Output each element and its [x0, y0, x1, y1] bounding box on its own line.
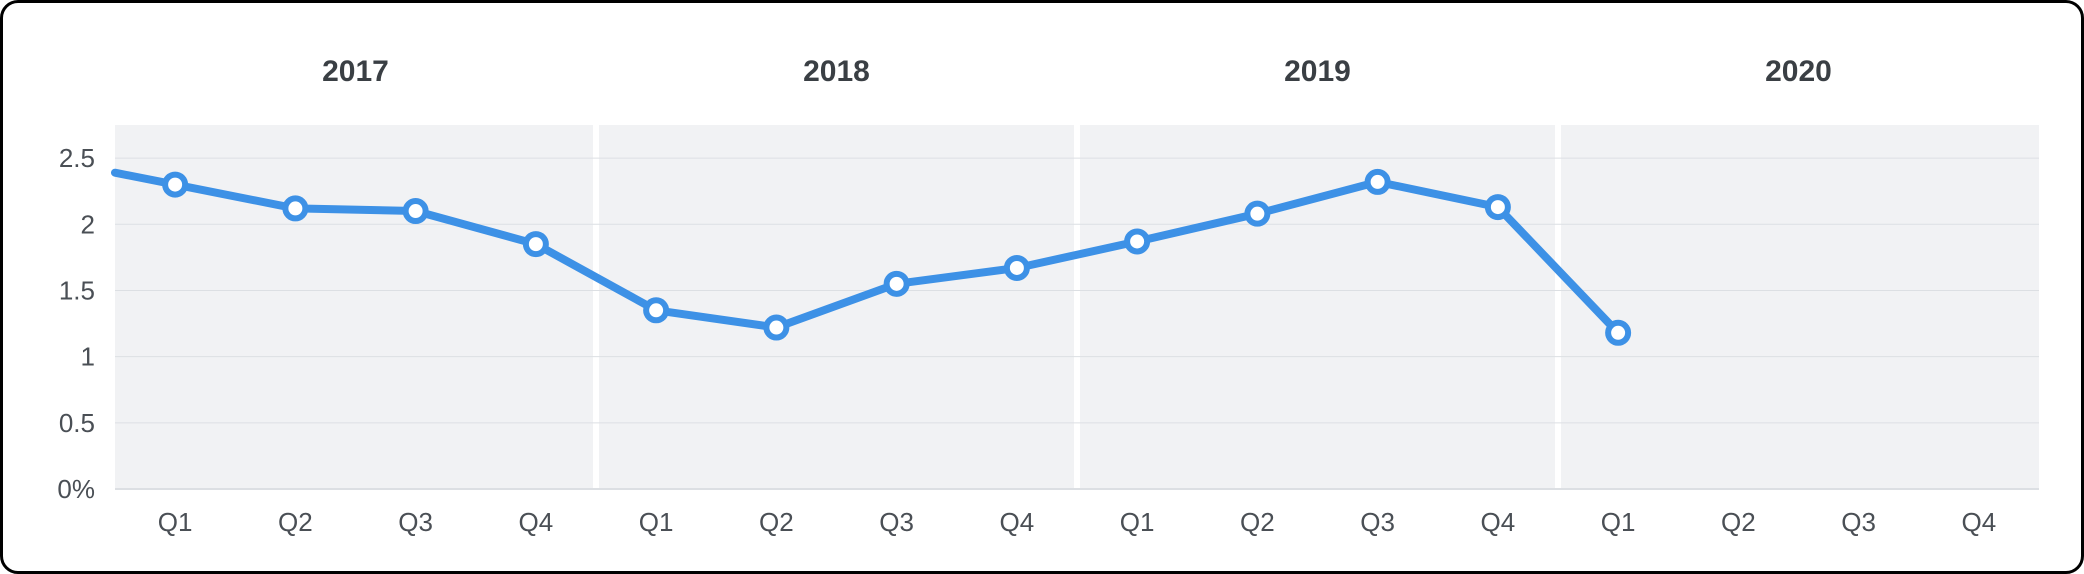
data-point-marker [1488, 197, 1508, 217]
y-axis-tick-label: 1 [81, 342, 95, 372]
x-axis-tick-label: Q3 [1841, 507, 1876, 537]
data-point-marker [646, 300, 666, 320]
x-axis-tick-label: Q3 [879, 507, 914, 537]
year-label: 2020 [1765, 55, 1832, 88]
data-point-marker [285, 198, 305, 218]
x-axis-tick-label: Q2 [278, 507, 313, 537]
x-axis-tick-label: Q4 [519, 507, 554, 537]
data-point-marker [1608, 323, 1628, 343]
data-point-marker [165, 175, 185, 195]
x-axis-tick-label: Q2 [1721, 507, 1756, 537]
x-axis-tick-label: Q1 [1120, 507, 1155, 537]
data-point-marker [406, 201, 426, 221]
data-point-marker [1368, 172, 1388, 192]
data-point-marker [766, 318, 786, 338]
y-axis-tick-label: 0% [57, 474, 95, 504]
data-point-marker [1127, 231, 1147, 251]
y-axis-tick-label: 2.5 [59, 143, 95, 173]
x-axis-tick-label: Q4 [1962, 507, 1997, 537]
year-label: 2017 [322, 55, 389, 88]
data-point-marker [1247, 204, 1267, 224]
year-label: 2018 [803, 55, 870, 88]
chart-card: 2017 2018 2019 2020 0% 0.5 1 1.5 2 2.5 Q1 Q2 Q3 Q4 Q1 Q… [0, 0, 2084, 574]
x-axis-tick-label: Q3 [1360, 507, 1395, 537]
y-axis-tick-label: 2 [81, 209, 95, 239]
data-point-marker [526, 234, 546, 254]
x-axis-tick-label: Q2 [1240, 507, 1275, 537]
x-axis-tick-label: Q1 [158, 507, 193, 537]
x-axis-tick-label: Q4 [1481, 507, 1516, 537]
x-axis-tick-label: Q3 [398, 507, 433, 537]
year-label: 2019 [1284, 55, 1351, 88]
y-axis-tick-label: 1.5 [59, 275, 95, 305]
x-axis-tick-label: Q1 [639, 507, 674, 537]
data-point-marker [887, 274, 907, 294]
x-axis-tick-label: Q1 [1601, 507, 1636, 537]
y-axis-tick-label: 0.5 [59, 408, 95, 438]
data-point-marker [1007, 258, 1027, 278]
x-axis-tick-label: Q2 [759, 507, 794, 537]
x-axis-tick-label: Q4 [1000, 507, 1035, 537]
quarterly-line-chart: 2017 2018 2019 2020 0% 0.5 1 1.5 2 2.5 Q1 Q2 Q3 Q4 Q1 Q… [3, 3, 2081, 571]
